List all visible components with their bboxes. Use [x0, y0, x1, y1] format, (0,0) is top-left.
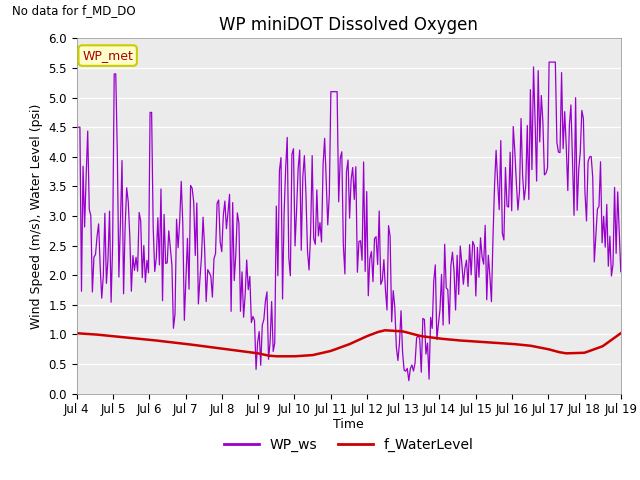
f_WaterLevel: [381, 327, 388, 333]
f_WaterLevel: [138, 336, 146, 342]
f_WaterLevel: [617, 330, 625, 336]
f_WaterLevel: [471, 338, 479, 344]
WP_ws: [324, 222, 332, 228]
WP_ws: [405, 378, 413, 384]
WP_ws: [73, 124, 81, 130]
f_WaterLevel: [73, 330, 81, 336]
f_WaterLevel: [250, 350, 258, 356]
X-axis label: Time: Time: [333, 418, 364, 431]
WP_ws: [596, 159, 604, 165]
Legend: WP_ws, f_WaterLevel: WP_ws, f_WaterLevel: [218, 432, 479, 458]
Line: WP_ws: WP_ws: [77, 62, 621, 381]
Text: No data for f_MD_DO: No data for f_MD_DO: [12, 4, 135, 17]
f_WaterLevel: [418, 333, 426, 339]
Y-axis label: Wind Speed (m/s), Water Level (psi): Wind Speed (m/s), Water Level (psi): [30, 103, 43, 329]
WP_ws: [617, 269, 625, 275]
f_WaterLevel: [468, 338, 476, 344]
WP_ws: [394, 358, 402, 363]
Title: WP miniDOT Dissolved Oxygen: WP miniDOT Dissolved Oxygen: [220, 16, 478, 34]
f_WaterLevel: [273, 353, 281, 359]
Text: WP_met: WP_met: [83, 49, 133, 62]
WP_ws: [218, 249, 226, 254]
WP_ws: [545, 59, 553, 65]
WP_ws: [612, 251, 620, 256]
f_WaterLevel: [290, 353, 298, 359]
WP_ws: [363, 189, 371, 194]
Line: f_WaterLevel: f_WaterLevel: [77, 330, 621, 356]
